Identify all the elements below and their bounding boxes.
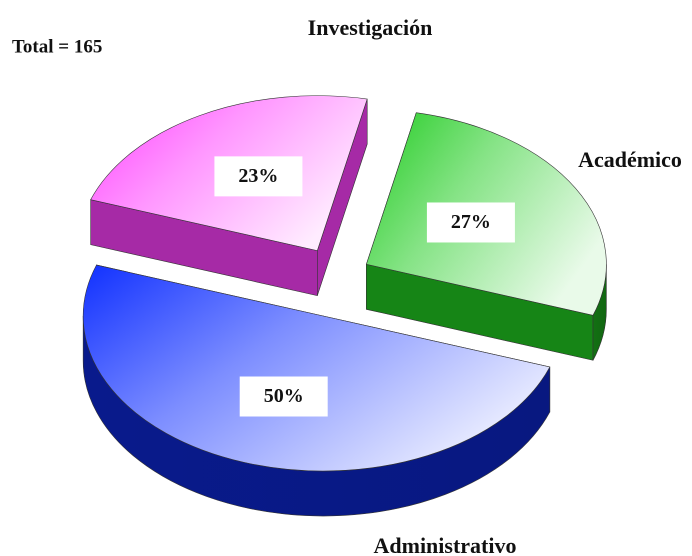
annotation: Total = 165 xyxy=(12,36,102,57)
pie-slice xyxy=(82,264,551,472)
category-label: Investigación xyxy=(308,15,433,40)
data-label: 23% xyxy=(238,165,278,187)
data-label: 27% xyxy=(451,211,491,233)
category-label: Administrativo xyxy=(374,533,517,556)
label-box xyxy=(214,156,303,197)
label-box xyxy=(239,376,328,417)
category-label: Académico xyxy=(578,147,682,172)
data-label: 50% xyxy=(264,385,304,407)
label-box xyxy=(426,202,515,243)
